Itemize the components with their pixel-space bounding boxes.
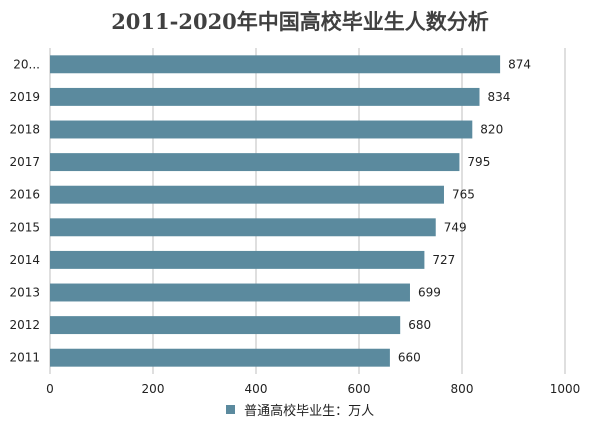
legend-swatch: [225, 405, 235, 414]
bars: [50, 55, 501, 367]
x-tick-label-4: 800: [451, 382, 474, 396]
x-tick-label-3: 600: [348, 382, 371, 396]
bar-4: [50, 185, 444, 204]
data-label-3: 795: [467, 155, 490, 169]
labels: 0 200 400 600 800 1000 874 20... 834 2019 820 2018 7…: [9, 57, 580, 396]
data-label-0: 874: [508, 57, 531, 71]
x-tick-label-0: 0: [46, 382, 54, 396]
y-tick-label-4: 2016: [9, 188, 40, 202]
data-label-9: 660: [398, 351, 421, 365]
bar-9: [50, 348, 390, 367]
y-tick-label-1: 2019: [9, 90, 40, 104]
y-tick-label-0: 20...: [13, 57, 40, 71]
legend: 普通高校毕业生：万人: [0, 400, 600, 419]
data-label-4: 765: [452, 188, 475, 202]
legend-label: 普通高校毕业生：万人: [244, 404, 375, 419]
y-tick-label-8: 2012: [9, 318, 40, 332]
bar-0: [50, 55, 501, 74]
bar-5: [50, 218, 436, 237]
y-tick-label-3: 2017: [9, 155, 40, 169]
data-label-8: 680: [408, 318, 431, 332]
chart-title: 2011-2020年中国高校毕业生人数分析: [111, 9, 489, 34]
data-label-6: 727: [432, 253, 455, 267]
data-label-7: 699: [418, 286, 441, 300]
data-label-5: 749: [444, 220, 467, 234]
y-tick-label-6: 2014: [9, 253, 40, 267]
x-tick-label-5: 1000: [550, 382, 581, 396]
data-label-1: 834: [488, 90, 511, 104]
bar-7: [50, 283, 410, 302]
y-tick-label-9: 2011: [9, 351, 40, 365]
y-tick-label-7: 2013: [9, 286, 40, 300]
bar-3: [50, 153, 460, 172]
x-tick-label-1: 200: [142, 382, 165, 396]
y-tick-label-5: 2015: [9, 220, 40, 234]
y-tick-label-2: 2018: [9, 123, 40, 137]
bar-8: [50, 316, 401, 335]
data-label-2: 820: [480, 123, 503, 137]
x-tick-label-2: 400: [245, 382, 268, 396]
bar-2: [50, 120, 473, 139]
bar-1: [50, 87, 480, 106]
bar-6: [50, 250, 425, 269]
